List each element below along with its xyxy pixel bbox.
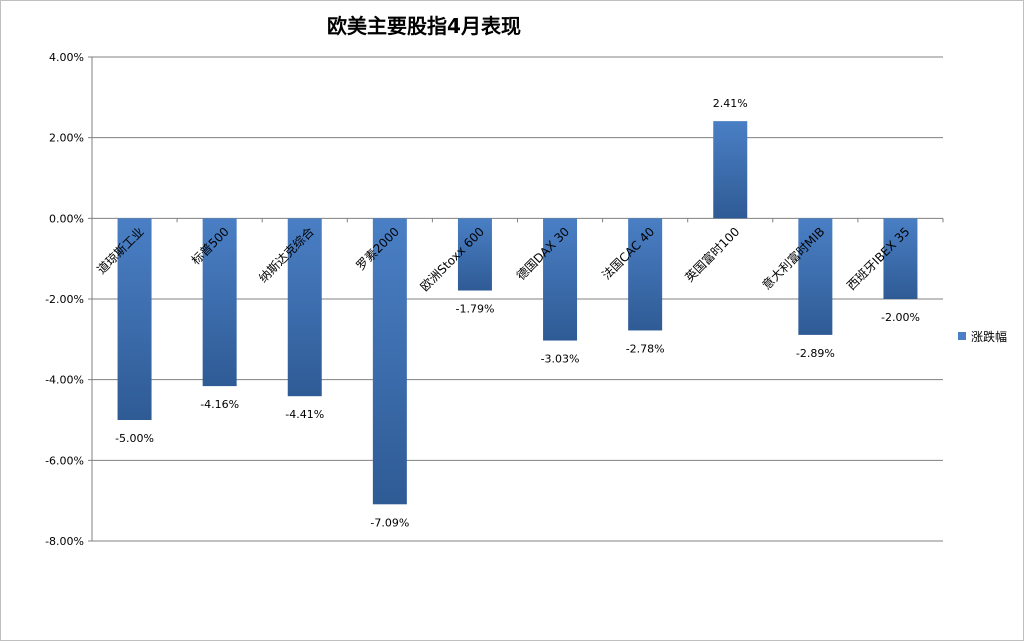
chart-title: 欧美主要股指4月表现 (327, 14, 521, 38)
category-label: 英国富时100 (682, 224, 743, 285)
y-tick-label: 0.00% (49, 212, 84, 225)
y-tick-label: 4.00% (49, 51, 84, 64)
bar (543, 218, 578, 341)
data-label: -5.00% (115, 432, 154, 445)
y-tick-label: -4.00% (45, 374, 84, 387)
y-tick-label: -6.00% (45, 454, 84, 467)
bar (202, 218, 237, 387)
data-label: -1.79% (455, 303, 494, 316)
legend-swatch (958, 332, 966, 340)
y-tick-label: -8.00% (45, 535, 84, 548)
data-label: -2.78% (626, 342, 665, 355)
legend-label: 涨跌幅 (971, 329, 1007, 344)
bar (628, 218, 663, 331)
bar (287, 218, 322, 397)
bar (798, 218, 833, 335)
data-label: -3.03% (541, 353, 580, 366)
data-label: -7.09% (370, 516, 409, 529)
bar (372, 218, 407, 505)
data-label: -2.00% (881, 311, 920, 324)
data-label: 2.41% (713, 97, 748, 110)
bar (713, 121, 748, 219)
data-label: -4.41% (285, 408, 324, 421)
y-tick-label: 2.00% (49, 132, 84, 145)
bar (883, 218, 918, 299)
data-label: -4.16% (200, 398, 239, 411)
bar (117, 218, 152, 420)
y-tick-label: -2.00% (45, 293, 84, 306)
bar (457, 218, 492, 291)
data-label: -2.89% (796, 347, 835, 360)
